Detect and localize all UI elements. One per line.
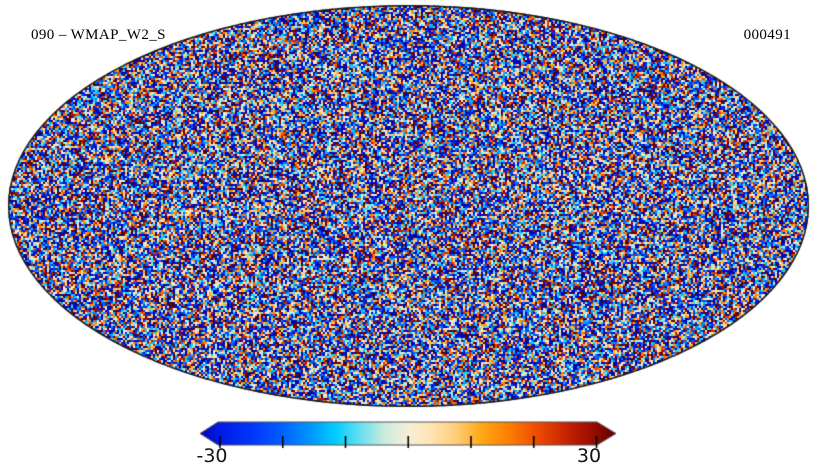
sky-map-canvas — [7, 4, 811, 410]
sky-map-figure: 090 – WMAP_W2_S 000491 -30 30 — [0, 0, 817, 474]
colorbar-max-label: 30 — [577, 445, 601, 467]
colorbar-canvas — [199, 419, 617, 451]
colorbar-min-label: -30 — [196, 445, 227, 467]
